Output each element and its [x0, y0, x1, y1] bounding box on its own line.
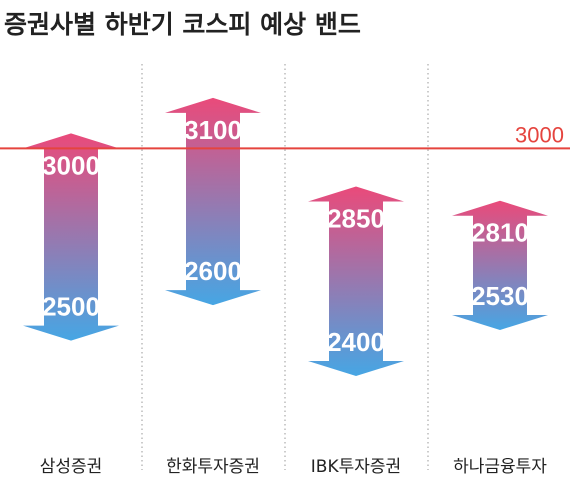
category-label: 하나금융투자 — [453, 457, 547, 477]
high-value-label: 2850 — [327, 204, 385, 234]
range-arrows — [23, 97, 548, 377]
category-label: 삼성증권 — [40, 457, 103, 477]
low-value-label: 2530 — [471, 281, 529, 311]
category-label: 한화투자증권 — [166, 457, 260, 477]
range-arrow-2 — [165, 97, 261, 306]
range-arrow-4 — [452, 200, 548, 330]
high-value-label: 2810 — [471, 218, 529, 248]
high-value-label: 3000 — [42, 150, 100, 180]
chart-title: 증권사별 하반기 코스피 예상 밴드 — [4, 10, 361, 39]
category-separators — [141, 64, 429, 470]
range-arrow-1 — [23, 133, 119, 341]
value-labels: 3000 2500 3100 2600 2850 2400 2810 2530 — [42, 115, 529, 357]
low-value-label: 2500 — [42, 292, 100, 322]
high-value-label: 3100 — [184, 115, 242, 145]
low-value-label: 2400 — [327, 327, 385, 357]
range-arrow-3 — [308, 186, 404, 377]
category-labels: 삼성증권 한화투자증권 IBK투자증권 하나금융투자 — [40, 457, 548, 477]
low-value-label: 2600 — [184, 256, 242, 286]
reference-line-label: 3000 — [515, 122, 564, 147]
category-label: IBK투자증권 — [311, 457, 401, 477]
